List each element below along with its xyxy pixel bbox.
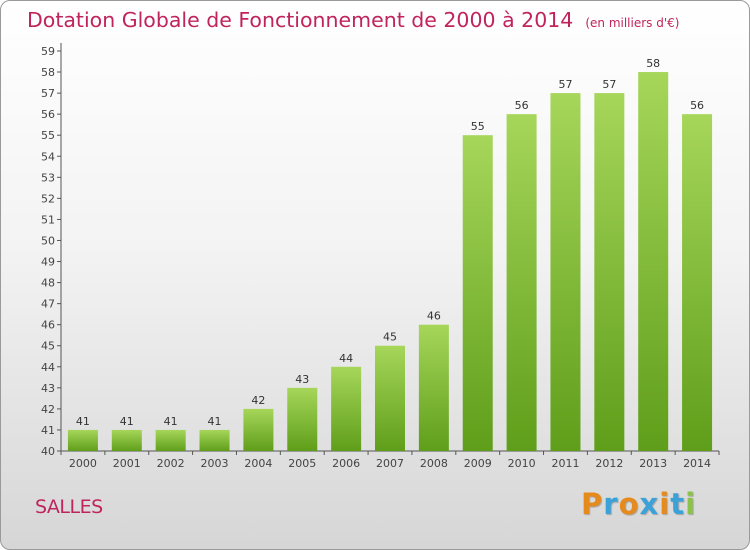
y-tick-label: 42 bbox=[41, 403, 55, 416]
y-tick-label: 53 bbox=[41, 171, 55, 184]
y-tick-label: 48 bbox=[41, 277, 55, 290]
y-tick-label: 54 bbox=[41, 150, 55, 163]
data-label-2001: 41 bbox=[120, 415, 134, 428]
y-tick-label: 59 bbox=[41, 45, 55, 58]
proxiti-logo[interactable]: Proxiti bbox=[581, 487, 696, 521]
y-axis: 40 41 42 43 44 45 46 47 48 49 50 51 52 53 54 55 56 57 58 59 bbox=[41, 43, 62, 458]
data-label-2012: 57 bbox=[602, 78, 616, 91]
x-tick-label-2007: 2007 bbox=[376, 457, 404, 470]
x-tick-label-2008: 2008 bbox=[420, 457, 448, 470]
bar-2000 bbox=[67, 429, 98, 451]
data-label-2010: 56 bbox=[515, 99, 529, 112]
data-label-2005: 43 bbox=[295, 373, 309, 386]
proxiti-logo-letter: r bbox=[603, 487, 619, 521]
bar-2013 bbox=[638, 72, 669, 451]
bar-2003 bbox=[199, 429, 230, 451]
y-tick-label: 49 bbox=[41, 256, 55, 269]
data-label-2000: 41 bbox=[76, 415, 90, 428]
chart-title-text: Dotation Globale de Fonctionnement de 20… bbox=[27, 8, 574, 32]
data-label-2011: 57 bbox=[558, 78, 572, 91]
y-tick-label: 51 bbox=[41, 213, 55, 226]
data-label-2002: 41 bbox=[164, 415, 178, 428]
bar-2011 bbox=[550, 93, 581, 452]
data-labels: 41 41 41 41 42 43 44 45 46 55 56 57 57 58 56 bbox=[76, 57, 704, 428]
x-tick-label-2001: 2001 bbox=[113, 457, 141, 470]
y-tick-label: 46 bbox=[41, 319, 55, 332]
x-tick-label-2000: 2000 bbox=[69, 457, 97, 470]
y-tick-label: 45 bbox=[41, 340, 55, 353]
bar-2004 bbox=[243, 408, 274, 451]
bars bbox=[67, 72, 713, 452]
proxiti-logo-letter: i bbox=[685, 487, 697, 521]
bar-2006 bbox=[331, 366, 362, 451]
bar-2002 bbox=[155, 429, 186, 451]
proxiti-logo-letter: o bbox=[618, 487, 640, 521]
x-tick-label-2005: 2005 bbox=[288, 457, 316, 470]
y-tick-label: 47 bbox=[41, 298, 55, 311]
y-tick-label: 56 bbox=[41, 108, 55, 121]
bar-2012 bbox=[594, 93, 625, 452]
x-tick-label-2012: 2012 bbox=[595, 457, 623, 470]
data-label-2003: 41 bbox=[208, 415, 222, 428]
proxiti-logo-letter: P bbox=[581, 487, 604, 521]
y-tick-label: 41 bbox=[41, 424, 55, 437]
x-tick-label-2011: 2011 bbox=[551, 457, 579, 470]
y-tick-label: 52 bbox=[41, 192, 55, 205]
chart-title: Dotation Globale de Fonctionnement de 20… bbox=[27, 8, 679, 32]
data-label-2007: 45 bbox=[383, 331, 397, 344]
chart-unit: (en milliers d'€) bbox=[585, 16, 680, 30]
x-tick-label-2010: 2010 bbox=[508, 457, 536, 470]
data-label-2009: 55 bbox=[471, 120, 485, 133]
x-tick-label-2006: 2006 bbox=[332, 457, 360, 470]
data-label-2008: 46 bbox=[427, 310, 441, 323]
bar-2005 bbox=[287, 387, 318, 451]
y-tick-label: 58 bbox=[41, 66, 55, 79]
bar-2009 bbox=[462, 135, 493, 452]
proxiti-logo-letter: x bbox=[639, 487, 660, 521]
x-tick-label-2009: 2009 bbox=[464, 457, 492, 470]
proxiti-logo-letter: i bbox=[659, 487, 671, 521]
proxiti-logo-text: Proxiti bbox=[581, 487, 696, 521]
proxiti-logo-letter: t bbox=[670, 487, 686, 521]
x-tick-label-2013: 2013 bbox=[639, 457, 667, 470]
data-label-2004: 42 bbox=[251, 394, 265, 407]
y-tick-label: 40 bbox=[41, 445, 55, 458]
data-label-2013: 58 bbox=[646, 57, 660, 70]
bar-2010 bbox=[506, 114, 537, 451]
y-tick-label: 55 bbox=[41, 129, 55, 142]
y-tick-label: 57 bbox=[41, 87, 55, 100]
bar-2014 bbox=[682, 114, 713, 451]
bar-2007 bbox=[375, 345, 405, 451]
data-label-2006: 44 bbox=[339, 352, 353, 365]
x-tick-label-2002: 2002 bbox=[157, 457, 185, 470]
bar-2001 bbox=[111, 429, 142, 451]
commune-name: SALLES bbox=[35, 496, 103, 518]
x-tick-label-2014: 2014 bbox=[683, 457, 711, 470]
bar-2008 bbox=[418, 324, 449, 451]
y-tick-label: 43 bbox=[41, 382, 55, 395]
x-tick-label-2003: 2003 bbox=[201, 457, 229, 470]
data-label-2014: 56 bbox=[690, 99, 704, 112]
x-tick-label-2004: 2004 bbox=[244, 457, 272, 470]
x-axis: 2000 2001 2002 2003 2004 2005 2006 2007 2008 2009… bbox=[60, 450, 720, 470]
y-tick-label: 50 bbox=[41, 234, 55, 247]
y-tick-label: 44 bbox=[41, 361, 55, 374]
